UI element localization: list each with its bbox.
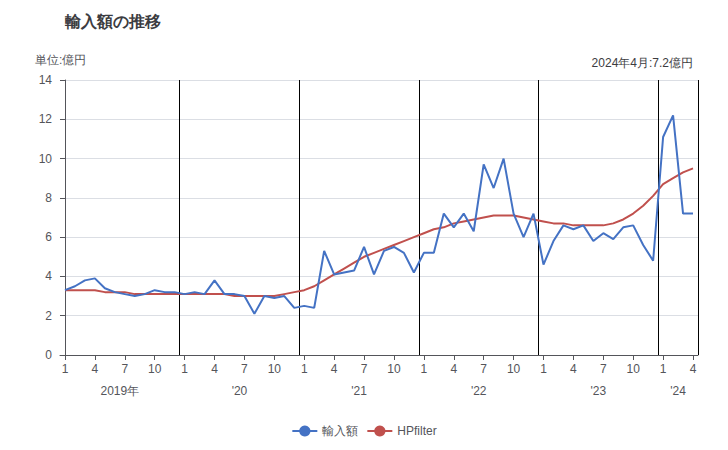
svg-text:2024年4月:7.2億円: 2024年4月:7.2億円 bbox=[592, 56, 693, 70]
svg-text:4: 4 bbox=[45, 269, 52, 283]
svg-text:4: 4 bbox=[92, 362, 99, 376]
svg-text:10: 10 bbox=[627, 362, 641, 376]
svg-text:2019年: 2019年 bbox=[100, 384, 139, 398]
svg-text:'23: '23 bbox=[590, 384, 606, 398]
svg-text:4: 4 bbox=[450, 362, 457, 376]
svg-text:'24: '24 bbox=[670, 384, 686, 398]
svg-text:7: 7 bbox=[600, 362, 607, 376]
svg-text:輸入額: 輸入額 bbox=[322, 424, 358, 438]
svg-text:1: 1 bbox=[181, 362, 188, 376]
svg-text:'22: '22 bbox=[471, 384, 487, 398]
svg-text:6: 6 bbox=[45, 230, 52, 244]
svg-text:10: 10 bbox=[268, 362, 282, 376]
svg-text:10: 10 bbox=[507, 362, 521, 376]
svg-text:1: 1 bbox=[421, 362, 428, 376]
svg-text:'20: '20 bbox=[232, 384, 248, 398]
svg-text:0: 0 bbox=[45, 348, 52, 362]
svg-text:10: 10 bbox=[387, 362, 401, 376]
svg-text:4: 4 bbox=[570, 362, 577, 376]
svg-text:1: 1 bbox=[62, 362, 69, 376]
svg-text:8: 8 bbox=[45, 191, 52, 205]
svg-text:7: 7 bbox=[361, 362, 368, 376]
svg-text:14: 14 bbox=[39, 73, 53, 87]
svg-text:7: 7 bbox=[121, 362, 128, 376]
svg-text:4: 4 bbox=[211, 362, 218, 376]
svg-text:1: 1 bbox=[301, 362, 308, 376]
svg-text:単位:億円: 単位:億円 bbox=[35, 53, 86, 67]
svg-text:HPfilter: HPfilter bbox=[397, 424, 436, 438]
svg-text:輸入額の推移: 輸入額の推移 bbox=[64, 13, 161, 31]
svg-text:12: 12 bbox=[39, 112, 53, 126]
svg-text:7: 7 bbox=[480, 362, 487, 376]
svg-text:4: 4 bbox=[331, 362, 338, 376]
svg-text:1: 1 bbox=[540, 362, 547, 376]
svg-text:2: 2 bbox=[45, 309, 52, 323]
svg-text:10: 10 bbox=[39, 152, 53, 166]
svg-text:1: 1 bbox=[660, 362, 667, 376]
svg-text:'21: '21 bbox=[351, 384, 367, 398]
svg-text:7: 7 bbox=[241, 362, 248, 376]
svg-text:10: 10 bbox=[148, 362, 162, 376]
svg-text:4: 4 bbox=[690, 362, 697, 376]
